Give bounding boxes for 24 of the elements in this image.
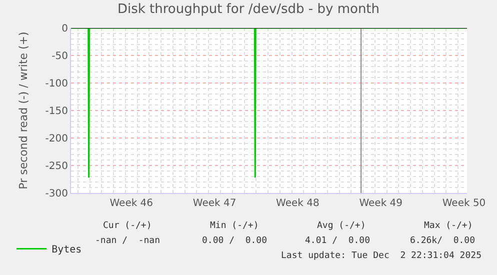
text: 6.26k/ 0.00 — [410, 236, 476, 246]
chart-title: Disk throughput for /dev/sdb - by month — [117, 2, 380, 18]
x-tick-label: Week 46 — [110, 198, 154, 209]
text: Min (-/+) — [210, 221, 259, 231]
text: Cur (-/+) — [103, 221, 152, 231]
y-tick-label: -150 — [45, 106, 68, 117]
text: 4.01 / 0.00 — [305, 236, 370, 246]
y-tick-label: -250 — [45, 161, 68, 172]
y-tick-label: 0 — [62, 24, 68, 34]
text: -nan / -nan — [95, 236, 160, 246]
text: 0.00 / 0.00 — [202, 236, 268, 246]
y-axis-title: Pr second read (-) / write (+) — [16, 32, 30, 190]
x-tick-label: Week 47 — [192, 198, 236, 209]
x-tick-label: Week 49 — [359, 198, 403, 209]
text: Max (-/+) — [424, 221, 473, 231]
x-tick-label: Week 50 — [442, 198, 486, 209]
y-tick-label: -300 — [45, 188, 68, 200]
y-tick-label: -100 — [45, 78, 68, 90]
text: Avg (-/+) — [317, 221, 366, 231]
x-tick-label: Week 48 — [276, 198, 320, 209]
y-tick-label: -50 — [52, 51, 68, 62]
text: Last update: Tue Dec 2 22:31:04 2025 — [281, 251, 482, 261]
y-tick-label: -200 — [45, 134, 68, 144]
legend-label: Bytes — [52, 244, 82, 256]
